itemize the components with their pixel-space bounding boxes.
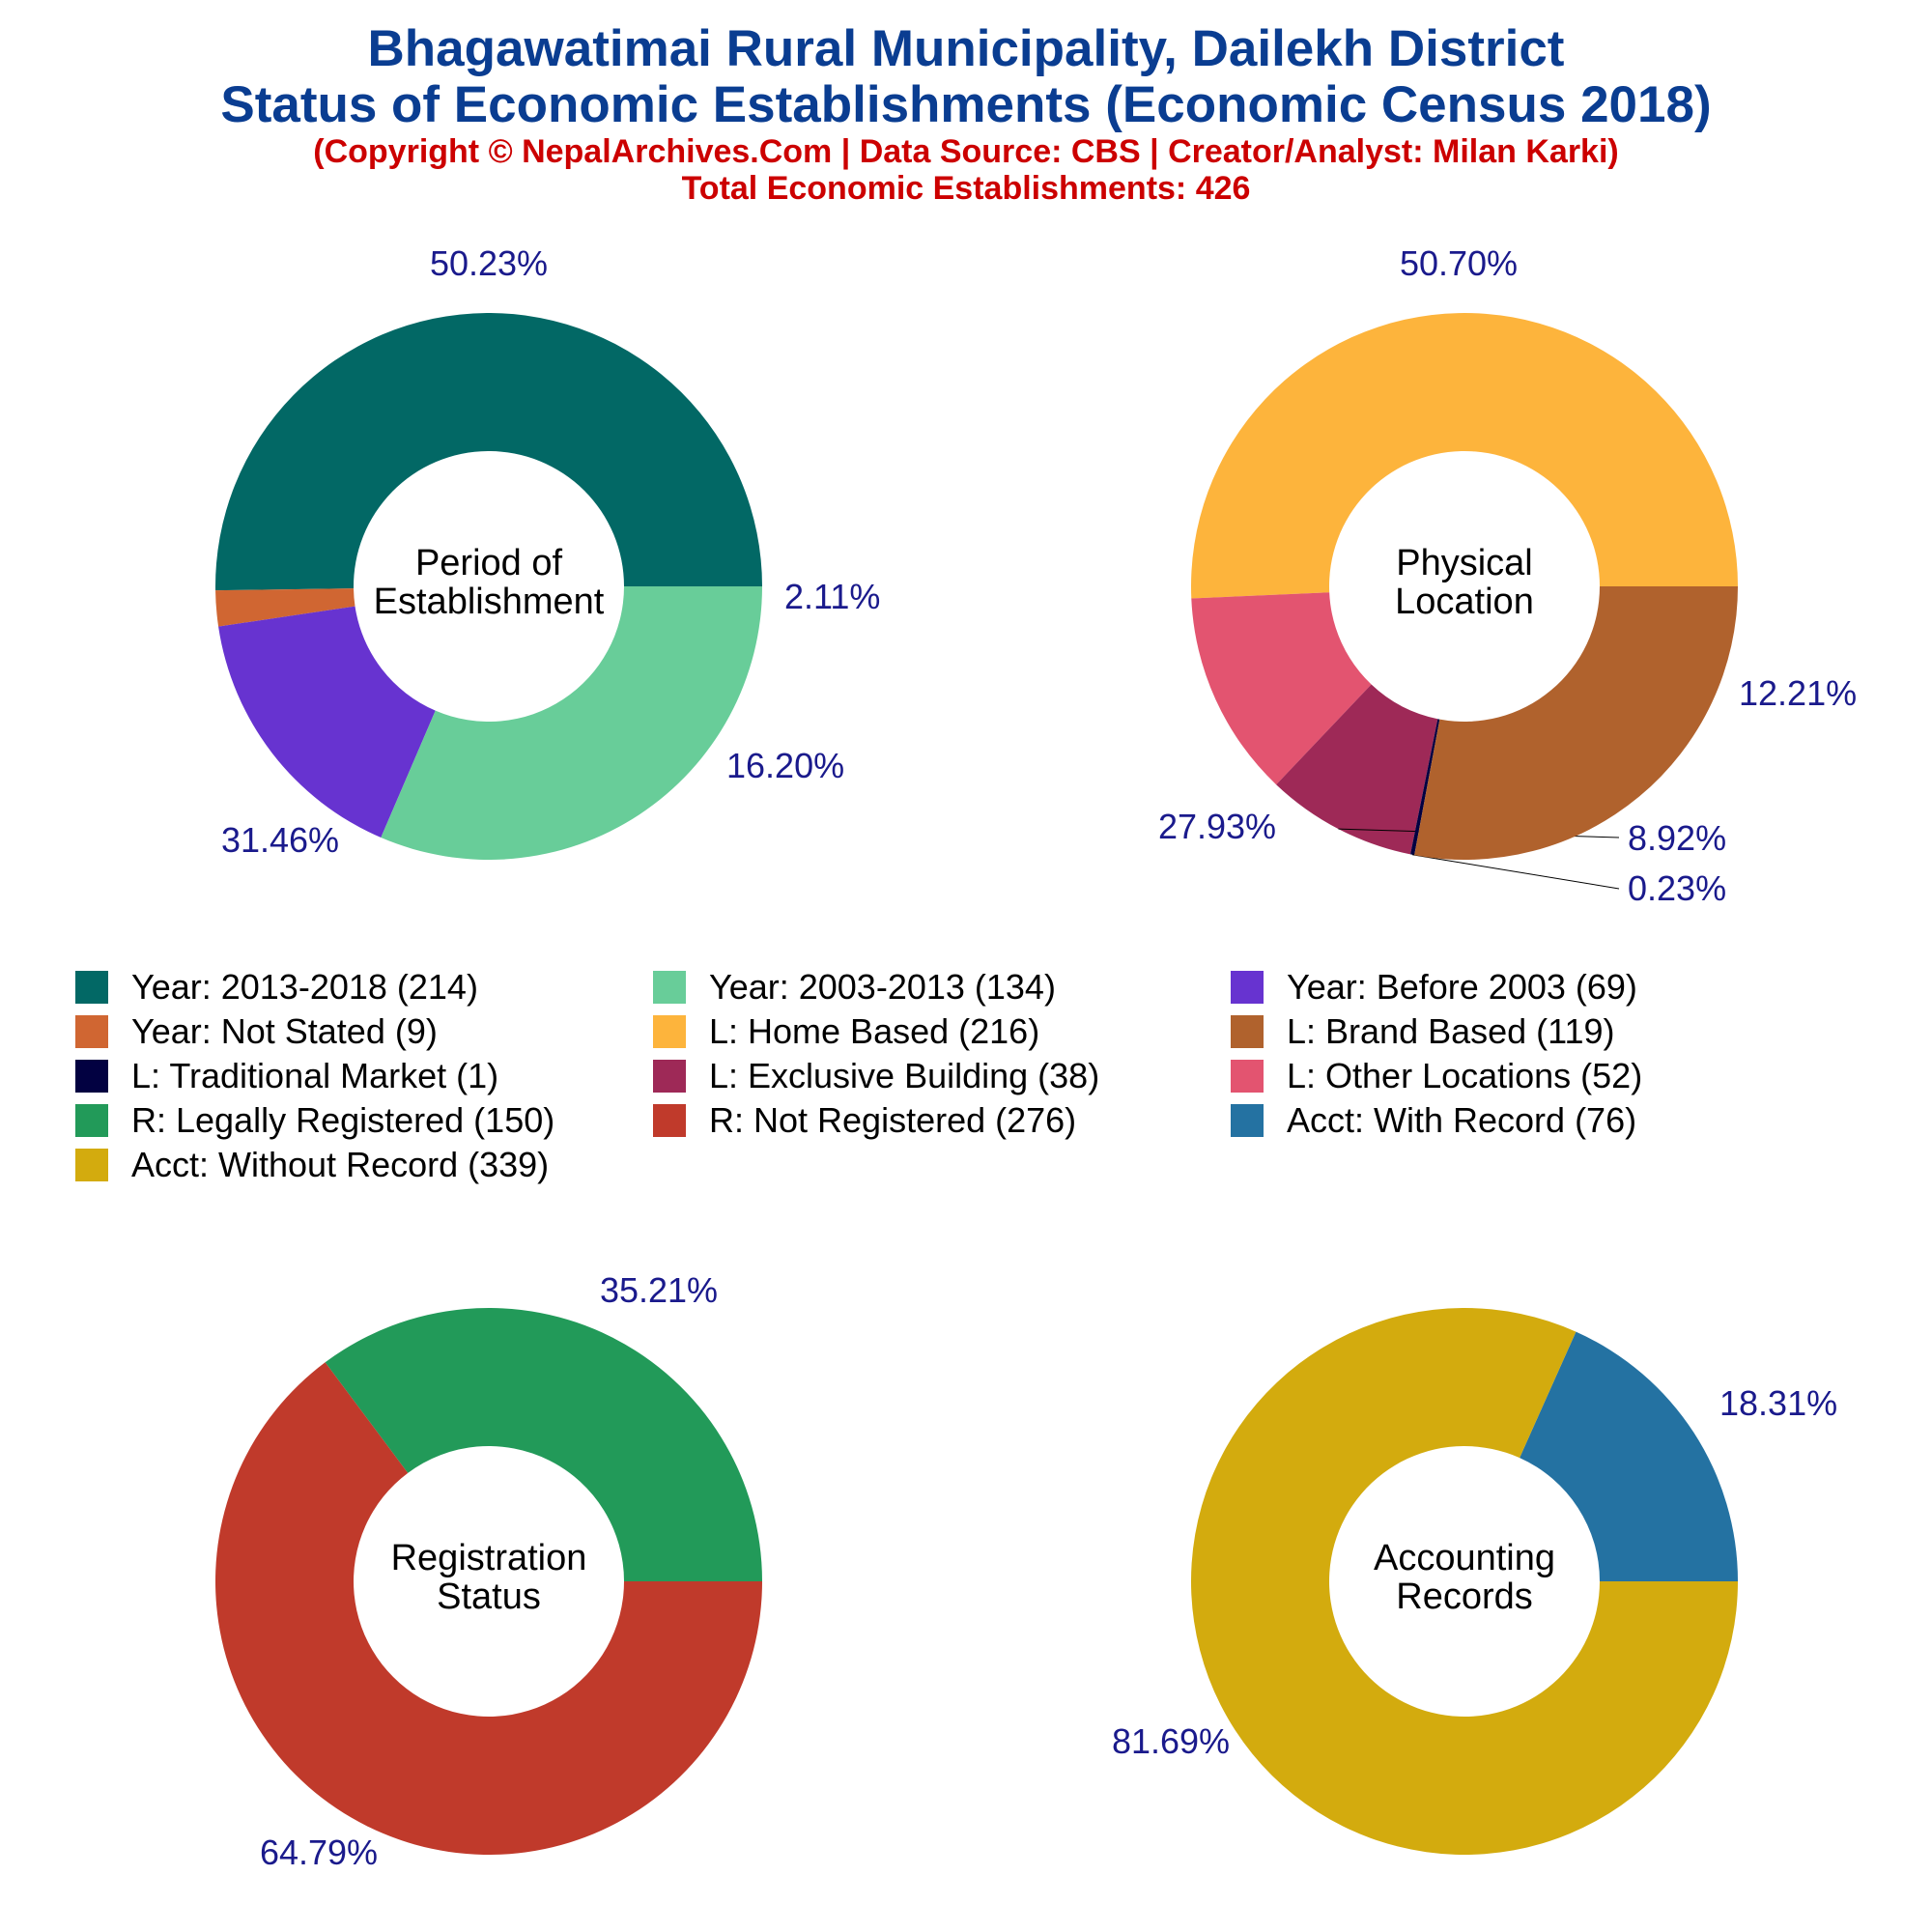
legend-label: L: Home Based (216) — [709, 1011, 1040, 1051]
legend-swatch — [1231, 1015, 1264, 1048]
slice-l-brand-based — [1414, 586, 1738, 861]
percent-label-l-exclusive-building: 8.92% — [1628, 818, 1726, 858]
legend-swatch — [653, 971, 686, 1004]
legend-swatch — [75, 1104, 108, 1137]
legend-item-l-home-based: L: Home Based (216) — [653, 1010, 1039, 1053]
percent-label-acct-without-record: 81.69% — [1112, 1721, 1230, 1761]
legend-swatch — [1231, 1104, 1264, 1137]
slice-acct-with-record — [1520, 1331, 1738, 1581]
legend-swatch — [653, 1015, 686, 1048]
slice-year-not-stated — [215, 588, 355, 627]
legend-item-year-2013-2018: Year: 2013-2018 (214) — [75, 966, 478, 1009]
legend-swatch — [653, 1104, 686, 1137]
donut-chart-2: 50.70% 12.21% 8.92% 0.23% 27.93% PhysicalLoca… — [1158, 243, 1857, 908]
legend-item-acct-without-record: Acct: Without Record (339) — [75, 1144, 549, 1186]
slice-l-home-based — [1191, 313, 1738, 599]
slice-year-2013-2018 — [215, 312, 762, 591]
slice-l-exclusive-building — [1276, 684, 1438, 855]
legend-label: Year: Before 2003 (69) — [1287, 967, 1637, 1007]
total-establishments: Total Economic Establishments: 426 — [681, 170, 1251, 207]
legend-swatch — [653, 1060, 686, 1093]
chart-title-line1: Bhagawatimai Rural Municipality, Dailekh… — [367, 20, 1565, 77]
center-label-chart-4: Accounting — [1374, 1538, 1555, 1578]
legend-item-year-2003-2013: Year: 2003-2013 (134) — [653, 966, 1056, 1009]
percent-label-acct-with-record: 18.31% — [1719, 1383, 1837, 1423]
legend-swatch — [1231, 971, 1264, 1004]
percent-label-l-brand-based: 27.93% — [1158, 807, 1276, 846]
legend-label: L: Other Locations (52) — [1287, 1056, 1643, 1095]
legend-label: Acct: Without Record (339) — [131, 1145, 550, 1184]
slice-r-legally-registered — [325, 1308, 763, 1581]
legend-swatch — [75, 1060, 108, 1093]
percent-label-year-not-stated: 2.11% — [784, 577, 880, 616]
chart-title-line2: Status of Economic Establishments (Econo… — [220, 76, 1712, 133]
percent-label-r-not-registered: 64.79% — [260, 1833, 378, 1872]
legend-label: Acct: With Record (76) — [1287, 1100, 1637, 1140]
legend-item-year-not-stated: Year: Not Stated (9) — [75, 1010, 438, 1053]
legend-swatch — [1231, 1060, 1264, 1093]
legend-item-r-legally-registered: R: Legally Registered (150) — [75, 1099, 554, 1142]
percent-label-l-other-locations: 12.21% — [1739, 673, 1857, 713]
legend-label: Year: 2003-2013 (134) — [709, 967, 1056, 1007]
percent-label-l-home-based: 50.70% — [1400, 243, 1518, 283]
center-label-chart-2: Location — [1395, 582, 1534, 622]
percent-label-year-2013-2018: 50.23% — [430, 243, 548, 283]
legend-item-r-not-registered: R: Not Registered (276) — [653, 1099, 1076, 1142]
slice-l-other-locations — [1191, 592, 1372, 785]
legend-item-year-before-2003: Year: Before 2003 (69) — [1231, 966, 1637, 1009]
legend-item-acct-with-record: Acct: With Record (76) — [1231, 1099, 1636, 1142]
copyright-line: (Copyright © NepalArchives.Com | Data So… — [313, 133, 1619, 170]
legend-item-l-other-locations: L: Other Locations (52) — [1231, 1055, 1642, 1097]
percent-label-l-traditional-market: 0.23% — [1628, 868, 1726, 908]
center-label-chart-4: Records — [1396, 1577, 1533, 1617]
slice-year-before-2003 — [218, 606, 436, 838]
legend-swatch — [75, 971, 108, 1004]
center-label-chart-1: Period of — [415, 543, 563, 583]
center-label-chart-3: Status — [437, 1577, 541, 1617]
legend-label: Year: Not Stated (9) — [131, 1011, 438, 1051]
percent-label-year-2003-2013: 31.46% — [221, 820, 339, 860]
slice-year-2003-2013 — [381, 586, 762, 860]
legend-label: L: Traditional Market (1) — [131, 1056, 499, 1095]
legend-item-l-brand-based: L: Brand Based (119) — [1231, 1010, 1615, 1053]
legend-swatch — [75, 1015, 108, 1048]
slice-l-traditional-market — [1410, 719, 1440, 856]
slice-r-not-registered — [215, 1362, 763, 1856]
donut-chart-1: 50.23% 2.11% 16.20% 31.46% Period ofEstablis… — [215, 243, 880, 860]
legend-item-l-exclusive-building: L: Exclusive Building (38) — [653, 1055, 1099, 1097]
legend-label: L: Brand Based (119) — [1287, 1011, 1615, 1051]
chart-header: Bhagawatimai Rural Municipality, Dailekh… — [0, 20, 1932, 208]
legend-label: R: Legally Registered (150) — [131, 1100, 555, 1140]
center-label-chart-2: Physical — [1396, 543, 1533, 583]
legend-item-l-traditional-market: L: Traditional Market (1) — [75, 1055, 498, 1097]
legend-label: L: Exclusive Building (38) — [709, 1056, 1100, 1095]
slice-acct-without-record — [1191, 1308, 1738, 1855]
legend-swatch — [75, 1149, 108, 1181]
legend-label: R: Not Registered (276) — [709, 1100, 1077, 1140]
percent-label-r-legally-registered: 35.21% — [600, 1270, 718, 1310]
percent-label-year-before-2003: 16.20% — [726, 746, 844, 785]
center-label-chart-3: Registration — [391, 1538, 587, 1578]
center-label-chart-1: Establishment — [374, 582, 605, 622]
leader-line-l-traditional-market — [1411, 854, 1620, 890]
legend-label: Year: 2013-2018 (214) — [131, 967, 478, 1007]
